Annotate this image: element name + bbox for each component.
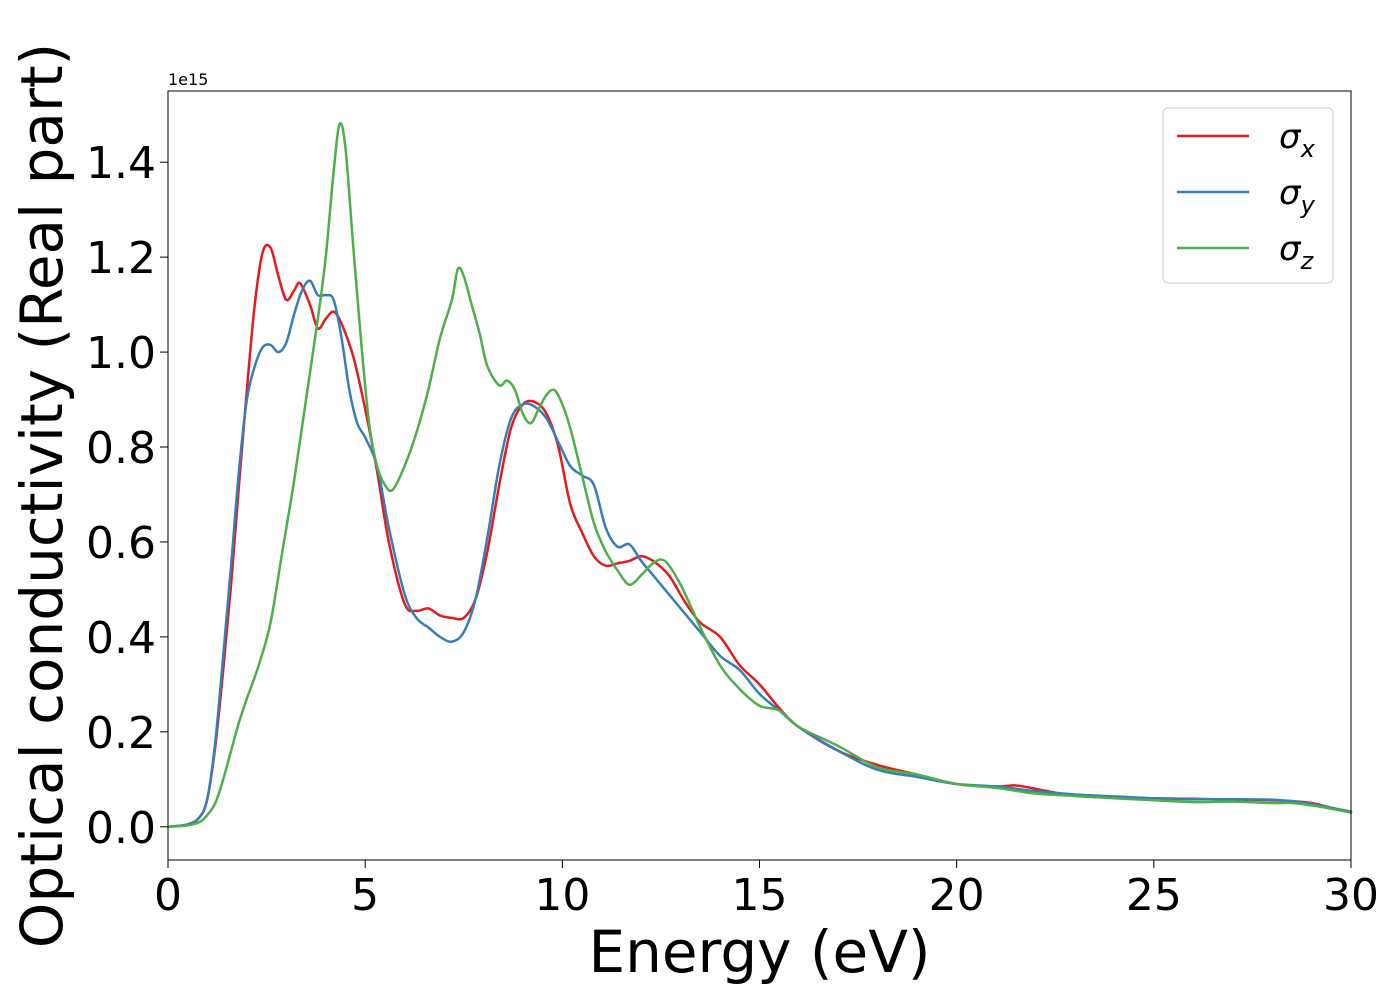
- series-line-z: [166, 122, 1353, 829]
- x-tick-label: 5: [351, 870, 379, 921]
- x-tick-label: 15: [732, 870, 788, 921]
- x-tick-label: 20: [929, 870, 985, 921]
- y-tick-label: 0.0: [86, 803, 156, 854]
- series-layer: [166, 122, 1353, 829]
- y-axis-ticks: 0.0 0.2 0.4 0.6 0.8 1.0 1.2 1.4: [86, 138, 168, 854]
- y-tick-label: 1.4: [86, 138, 156, 189]
- x-tick-label: 10: [534, 870, 590, 921]
- y-axis-title: Optical conductivity (Real part): [8, 43, 76, 948]
- y-tick-label: 0.2: [86, 708, 156, 759]
- y-tick-label: 0.4: [86, 613, 156, 664]
- y-tick-label: 1.0: [86, 328, 156, 379]
- x-tick-label: 0: [154, 870, 182, 921]
- y-tick-label: 0.8: [86, 423, 156, 474]
- x-axis-title: Energy (eV): [588, 918, 930, 986]
- legend-box: [1162, 107, 1334, 284]
- x-tick-label: 25: [1126, 870, 1182, 921]
- x-tick-label: 30: [1323, 870, 1379, 921]
- y-tick-label: 1.2: [86, 233, 156, 284]
- y-tick-label: 0.6: [86, 518, 156, 569]
- x-axis-ticks: 0 5 10 15 20 25 30: [154, 860, 1379, 921]
- y-offset-label: 1e15: [168, 70, 208, 89]
